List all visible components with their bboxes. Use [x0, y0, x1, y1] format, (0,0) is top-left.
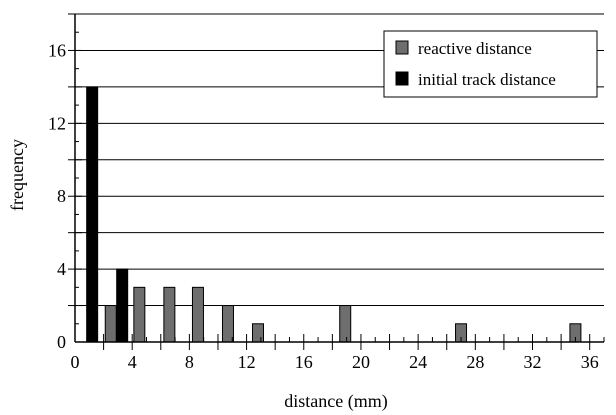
legend-swatch-initial-track-distance	[395, 71, 409, 86]
legend: reactive distance initial track distance	[383, 30, 598, 98]
bar-reactive-distance-2	[163, 286, 176, 343]
tick-labels: 0 4 8 12 16 20 24 28 32 36 0 4 8 12 16	[48, 40, 599, 372]
y-axis-title: frequency	[7, 139, 27, 211]
y-tick-label: 8	[57, 186, 66, 206]
bar-initial-track-distance-1	[116, 268, 129, 343]
legend-swatch-reactive-distance	[395, 40, 409, 55]
legend-label-reactive-distance: reactive distance	[418, 39, 532, 58]
x-tick-label: 8	[185, 352, 194, 372]
legend-label-initial-track-distance: initial track distance	[418, 70, 556, 89]
y-tick-label: 16	[48, 40, 66, 60]
y-tick-label: 0	[57, 332, 66, 352]
bar-initial-track-distance-0	[86, 86, 99, 343]
x-tick-label: 4	[128, 352, 137, 372]
bar-reactive-distance-4	[221, 305, 234, 343]
x-tick-label: 0	[71, 352, 80, 372]
bar-reactive-distance-1	[133, 286, 146, 343]
x-tick-label: 28	[466, 352, 484, 372]
y-tick-label: 12	[48, 113, 66, 133]
bars	[86, 86, 582, 343]
axes	[68, 13, 605, 350]
bar-reactive-distance-6	[339, 305, 352, 343]
x-tick-label: 16	[295, 352, 313, 372]
x-tick-label: 36	[581, 352, 599, 372]
bar-reactive-distance-0	[104, 305, 117, 343]
x-tick-label: 12	[238, 352, 256, 372]
x-axis-title: distance (mm)	[284, 391, 387, 412]
legend-box	[383, 30, 598, 98]
bar-reactive-distance-5	[252, 323, 265, 343]
bar-reactive-distance-3	[191, 286, 204, 343]
y-tick-label: 4	[57, 259, 66, 279]
x-tick-label: 20	[352, 352, 370, 372]
x-tick-label: 32	[524, 352, 542, 372]
x-tick-label: 24	[409, 352, 427, 372]
gridlines	[75, 13, 604, 307]
